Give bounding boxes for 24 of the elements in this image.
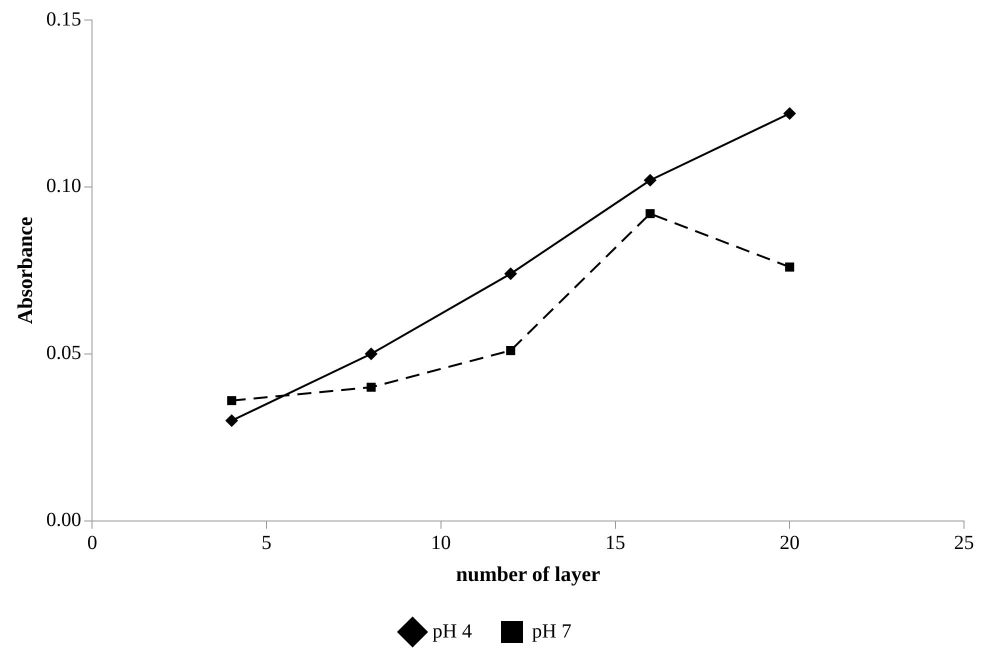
x-tick-label: 5 [262, 532, 272, 554]
y-tick-label: 0.15 [46, 8, 82, 30]
y-tick-label: 0.10 [46, 175, 82, 198]
legend-label: pH 4 [432, 620, 472, 642]
point [226, 414, 238, 427]
x-tick-label: 10 [430, 532, 451, 554]
x-tick-label: 20 [780, 532, 800, 554]
y-tick-label: 0.00 [46, 509, 82, 532]
point [506, 346, 516, 356]
y-tick-label: 0.05 [46, 342, 82, 364]
point [646, 209, 655, 218]
x-tick-label: 0 [87, 532, 98, 554]
point [784, 107, 796, 120]
legend-label: pH 7 [532, 620, 572, 642]
y-axis-title: Absorbance [13, 216, 38, 324]
point [227, 396, 236, 406]
x-tick-label: 25 [954, 532, 974, 554]
x-tick-label: 15 [605, 532, 626, 554]
point [644, 174, 656, 186]
x-axis-title: number of layer [456, 562, 600, 586]
point [366, 382, 376, 392]
point [785, 262, 794, 272]
point [365, 348, 378, 360]
point [504, 268, 517, 280]
